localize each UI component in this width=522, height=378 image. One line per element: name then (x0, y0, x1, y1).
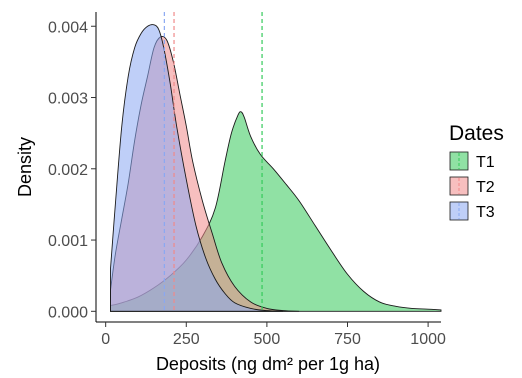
legend: Dates T1 T2 T3 (449, 122, 504, 221)
legend-item-t3: T3 (449, 201, 495, 221)
legend-label-t3: T3 (476, 204, 495, 221)
y-tick-label: 0.000 (48, 304, 88, 321)
x-tick-label: 500 (254, 331, 281, 348)
x-axis-ticks: 0 250 500 750 1000 (101, 322, 446, 348)
y-axis-title: Density (15, 137, 35, 197)
legend-item-t1: T1 (449, 151, 495, 171)
y-tick-label: 0.002 (48, 162, 88, 179)
legend-label-t2: T2 (476, 179, 495, 196)
density-areas (110, 24, 442, 312)
legend-item-t2: T2 (449, 176, 495, 196)
y-tick-label: 0.004 (48, 19, 88, 36)
x-tick-label: 250 (173, 331, 200, 348)
legend-title: Dates (449, 122, 504, 145)
x-tick-label: 1000 (410, 331, 446, 348)
y-axis-ticks: 0.000 0.001 0.002 0.003 0.004 (48, 19, 96, 321)
legend-label-t1: T1 (476, 154, 495, 171)
x-tick-label: 0 (101, 331, 110, 348)
mean-lines (163, 12, 263, 312)
density-area-t3 (110, 24, 284, 312)
x-axis-title: Deposits (ng dm² per 1g ha) (156, 354, 380, 374)
y-tick-label: 0.003 (48, 91, 88, 108)
y-tick-label: 0.001 (48, 233, 88, 250)
x-tick-label: 750 (334, 331, 361, 348)
